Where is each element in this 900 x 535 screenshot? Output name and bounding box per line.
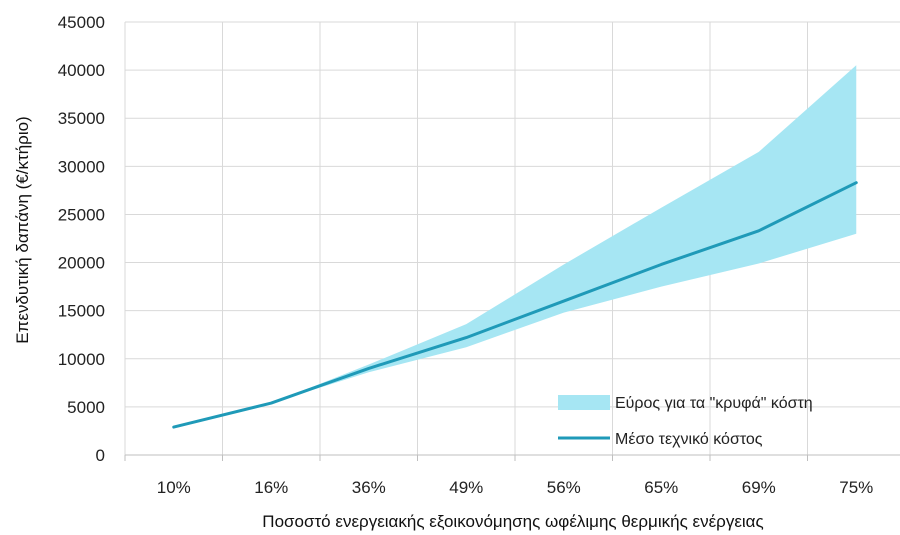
- x-tick-label: 16%: [254, 478, 288, 497]
- y-tick-labels: 0 5000 10000 15000 20000 25000 30000 35000 40000…: [58, 13, 105, 465]
- x-tick-label: 10%: [157, 478, 191, 497]
- y-tick-label: 10000: [58, 350, 105, 369]
- y-tick-label: 45000: [58, 13, 105, 32]
- y-tick-label: 5000: [67, 398, 105, 417]
- y-tick-label: 15000: [58, 302, 105, 321]
- legend-label-range: Εύρος για τα "κρυφά" κόστη: [615, 395, 813, 412]
- y-tick-label: 40000: [58, 61, 105, 80]
- axes: [124, 454, 900, 461]
- legend-label-line: Μέσο τεχνικό κόστος: [615, 431, 763, 448]
- y-tick-label: 25000: [58, 205, 105, 224]
- x-tick-label: 49%: [449, 478, 483, 497]
- range-band-area: [173, 65, 857, 428]
- x-tick-labels: 10% 16% 36% 49% 56% 65% 69% 75%: [157, 478, 874, 497]
- x-tick-label: 69%: [742, 478, 776, 497]
- series-line: [172, 181, 858, 429]
- x-axis-title: Ποσοστό ενεργειακής εξοικονόμησης ωφέλιμ…: [262, 512, 763, 531]
- x-tick-label: 75%: [839, 478, 873, 497]
- x-tick-label: 36%: [352, 478, 386, 497]
- range-band: [173, 65, 857, 428]
- y-tick-label: 20000: [58, 254, 105, 273]
- y-tick-label: 35000: [58, 109, 105, 128]
- y-tick-label: 30000: [58, 157, 105, 176]
- x-tick-label: 65%: [644, 478, 678, 497]
- legend: Εύρος για τα "κρυφά" κόστη Μέσο τεχνικό …: [558, 395, 813, 448]
- y-axis-title: Επενδυτική δαπάνη (€/κτήριο): [13, 116, 32, 343]
- series-line-path: [172, 181, 858, 429]
- x-tick-label: 56%: [547, 478, 581, 497]
- y-tick-label: 0: [96, 446, 105, 465]
- legend-swatch-range: [558, 395, 610, 410]
